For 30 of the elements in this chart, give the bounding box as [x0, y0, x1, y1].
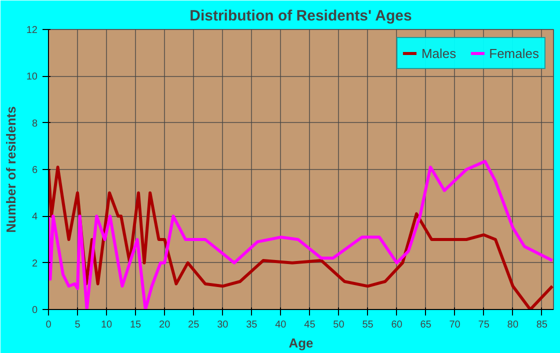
y-tick-label: 8 — [32, 118, 38, 130]
x-tick-label: 85 — [536, 320, 548, 330]
x-tick-label: 30 — [217, 320, 229, 330]
legend-label: Males — [421, 46, 456, 60]
chart-title: Distribution of Residents' Ages — [190, 8, 412, 24]
x-tick-label: 10 — [100, 320, 113, 330]
x-tick-label: 5 — [74, 320, 81, 330]
x-tick-label: 20 — [159, 320, 171, 330]
x-axis-title: Age — [288, 336, 314, 350]
x-tick-label: 65 — [420, 320, 432, 330]
y-tick-label: 12 — [26, 25, 38, 36]
x-tick-label: 45 — [304, 320, 316, 330]
y-tick-label: 10 — [26, 72, 38, 83]
x-tick-label: 40 — [275, 320, 287, 330]
y-tick-label: 2 — [32, 258, 38, 270]
x-tick-label: 50 — [333, 320, 345, 330]
x-tick-label: 15 — [130, 320, 142, 330]
x-tick-label: 60 — [391, 320, 403, 330]
y-tick-label: 0 — [32, 305, 38, 316]
legend-label: Females — [489, 46, 539, 60]
y-tick-label: 6 — [32, 165, 38, 176]
x-tick-label: 75 — [478, 320, 490, 330]
x-tick-label: 35 — [246, 320, 258, 330]
x-tick-label: 80 — [507, 320, 519, 330]
x-tick-label: 55 — [362, 320, 374, 330]
y-tick-label: 4 — [32, 212, 38, 223]
x-tick-label: 0 — [46, 320, 52, 330]
x-tick-label: 25 — [188, 320, 200, 330]
y-axis-title: Number of residents — [3, 106, 18, 233]
x-tick-label: 70 — [449, 320, 461, 330]
